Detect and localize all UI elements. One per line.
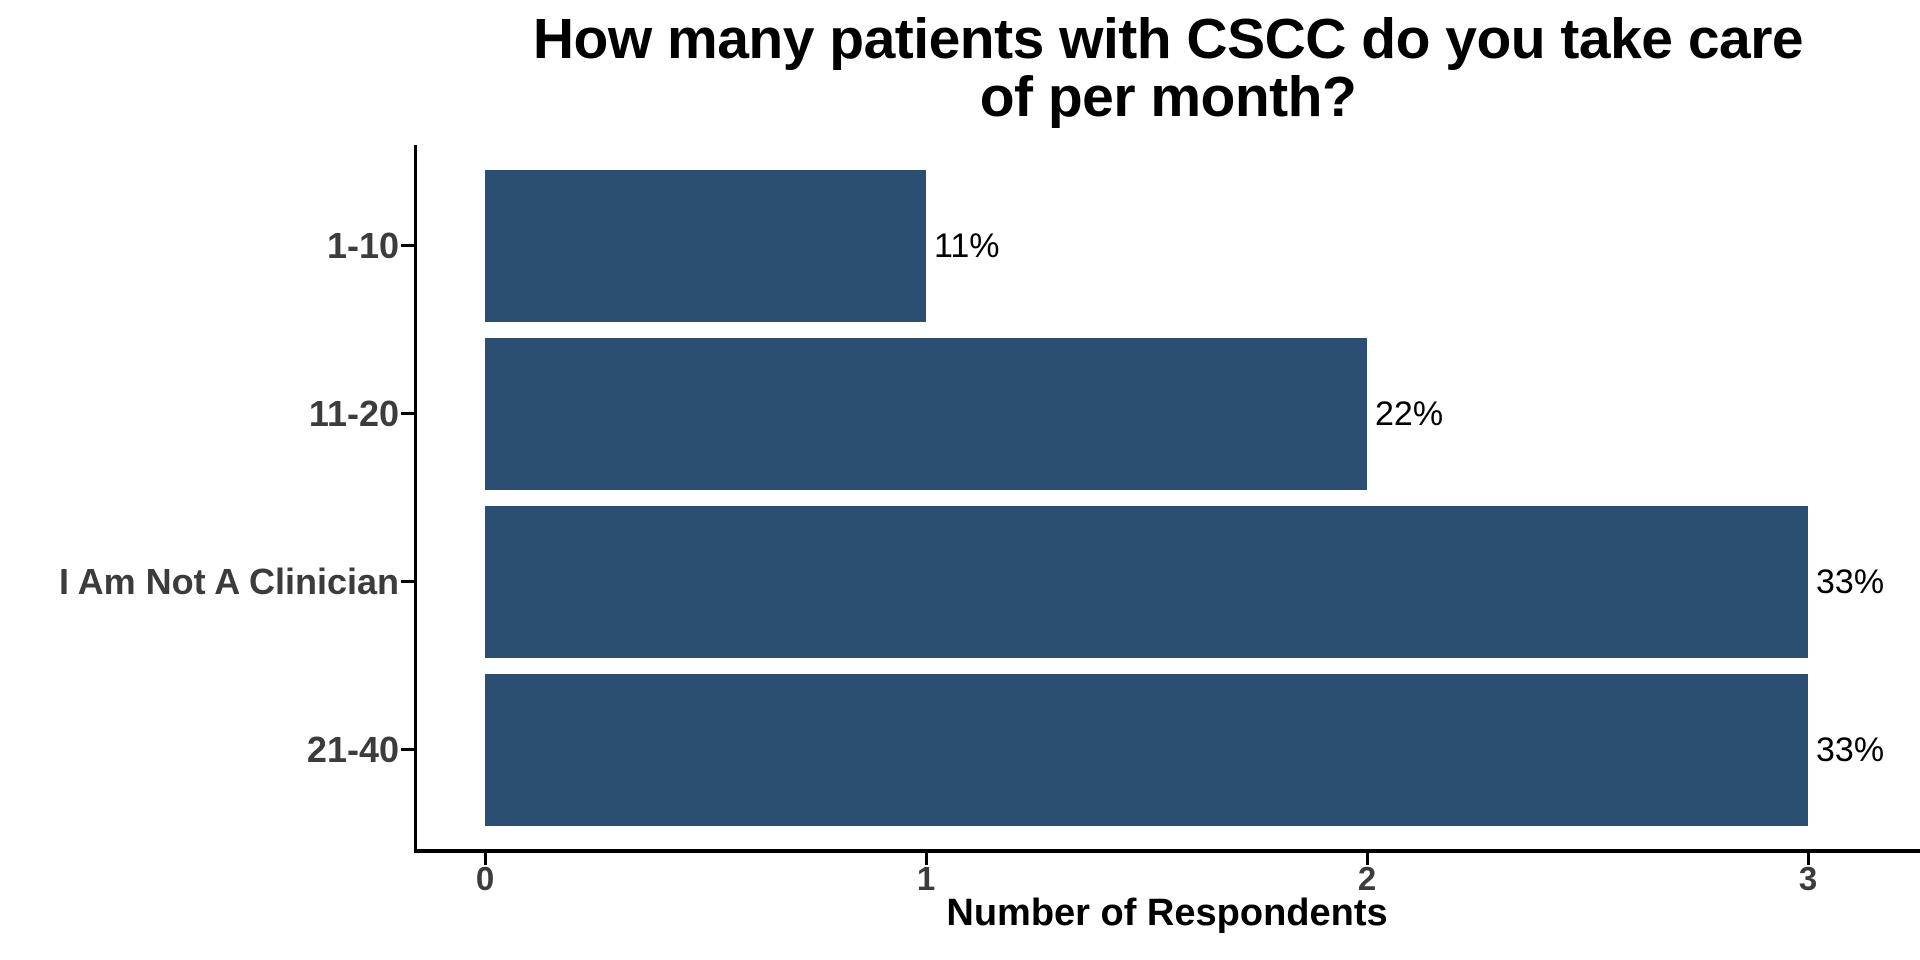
y-axis-line [414,145,417,853]
x-tick-label: 1 [916,860,936,897]
y-axis-label: 11-20 [308,393,399,434]
x-axis-title: Number of Respondents [946,892,1388,934]
x-tick-mark [484,853,487,865]
plot-panel: 11% 22% 33% 33% [401,145,1920,865]
bar-value-label: 22% [1375,395,1444,433]
bar [485,338,1367,490]
chart-title-line-2: of per month? [979,65,1357,129]
x-tick-label: 3 [1798,860,1818,897]
y-axis-label: 21-40 [306,729,399,770]
y-axis-label: 1-10 [326,225,399,266]
bar [485,506,1808,658]
x-tick-label: 0 [475,860,495,897]
bar [485,170,926,322]
x-tick-mark [925,853,928,865]
bar-value-label: 11% [934,227,1000,265]
y-axis-label: I Am Not A Clinician [58,561,399,602]
x-tick-mark [1807,853,1810,865]
bar-value-label: 33% [1816,731,1885,769]
x-tick-mark [1366,853,1369,865]
y-tick-mark [401,412,414,415]
x-axis-line [414,849,1920,853]
y-tick-mark [401,748,414,751]
y-tick-mark [401,580,414,583]
bar [485,674,1808,826]
bar-value-label: 33% [1816,563,1885,601]
chart-title-line-1: How many patients with CSCC do you take … [532,7,1804,71]
x-tick-label: 2 [1357,860,1377,897]
chart-title: How many patients with CSCC do you take … [416,10,1920,126]
y-tick-mark [401,244,414,247]
